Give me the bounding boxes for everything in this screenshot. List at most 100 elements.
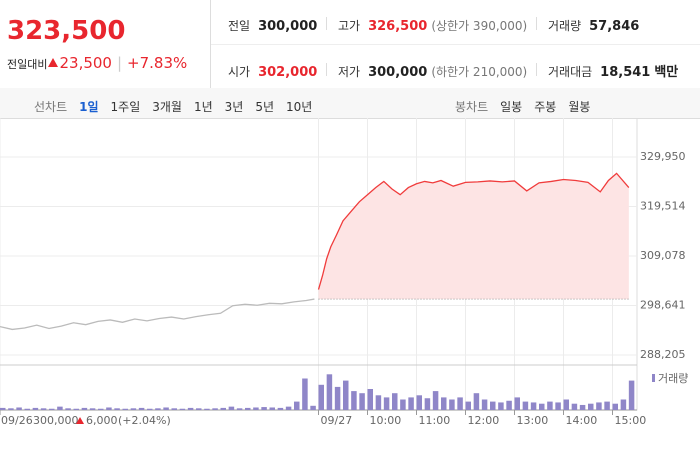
volume-bar bbox=[261, 407, 267, 410]
up-icon bbox=[48, 58, 59, 67]
volume-bar bbox=[392, 393, 398, 410]
volume-bar bbox=[73, 408, 79, 410]
volume-bar bbox=[57, 406, 63, 410]
volume-bar bbox=[310, 405, 316, 410]
period-tab[interactable]: 3년 bbox=[224, 100, 244, 114]
stat: 시가 302,000 bbox=[228, 61, 317, 80]
x-tick-label: 09/26 bbox=[1, 414, 33, 427]
candle-tab[interactable]: 주봉 bbox=[534, 100, 557, 114]
volume-bar bbox=[465, 401, 471, 410]
x-tick-label: 13:00 bbox=[517, 414, 549, 427]
price: 323,500 bbox=[7, 16, 126, 46]
header: 323,500 전일대비 23,500 | +7.83% 전일 300,000 고가 326… bbox=[0, 0, 700, 89]
divider bbox=[326, 63, 327, 76]
volume-bar bbox=[212, 408, 218, 410]
volume-bar bbox=[490, 401, 496, 410]
change-pct: +7.83% bbox=[127, 54, 188, 72]
x-tick-label: 12:00 bbox=[468, 414, 500, 427]
change-row: 전일대비 23,500 | +7.83% bbox=[7, 54, 188, 72]
volume-bar bbox=[571, 403, 578, 410]
period-tab[interactable]: 5년 bbox=[255, 100, 275, 114]
volume-bar bbox=[228, 406, 235, 410]
volume-bar bbox=[285, 406, 292, 410]
period-tab[interactable]: 1일 bbox=[79, 100, 99, 114]
volume-bar bbox=[367, 389, 373, 410]
volume-bar bbox=[294, 401, 300, 410]
volume-bar bbox=[138, 407, 145, 410]
stat-label: 거래량 bbox=[548, 19, 582, 33]
volume-bar bbox=[473, 393, 480, 410]
volume-bar bbox=[0, 407, 6, 410]
area bbox=[318, 173, 629, 300]
tab-label: 선차트 bbox=[34, 100, 68, 114]
volume-bar bbox=[8, 408, 14, 410]
period-tab[interactable]: 10년 bbox=[286, 100, 313, 114]
volume-bar bbox=[628, 380, 635, 410]
volume-bar bbox=[220, 407, 226, 410]
candle-tab[interactable]: 일봉 bbox=[500, 100, 523, 114]
volume-bar bbox=[563, 399, 569, 410]
volume-bar bbox=[130, 408, 137, 410]
volume-bar bbox=[383, 397, 390, 410]
volume-bar bbox=[155, 408, 161, 410]
tab-bar: 선차트 1일 1주일 3개월 1년 3년 5년 10년 봉차트 일봉 주봉 월봉 bbox=[0, 88, 700, 119]
y-tick-label: 288,205 bbox=[640, 348, 686, 361]
line bbox=[0, 298, 315, 331]
divider bbox=[536, 17, 537, 30]
candle-tab[interactable]: 월봉 bbox=[568, 100, 591, 114]
volume-bar bbox=[555, 402, 561, 410]
period-tab[interactable]: 1주일 bbox=[110, 100, 141, 114]
volume-bar bbox=[122, 408, 128, 410]
volume-bar bbox=[514, 397, 520, 410]
stat-value: 300,000 bbox=[258, 19, 318, 34]
x-tick-label: 09/27 bbox=[321, 414, 353, 427]
change-label: 전일대비 bbox=[7, 58, 48, 71]
volume-bar bbox=[49, 408, 55, 410]
volume-bar bbox=[32, 407, 39, 410]
volume-bar bbox=[620, 399, 627, 410]
volume-bar bbox=[245, 407, 251, 410]
volume-bar bbox=[147, 408, 153, 410]
line bbox=[317, 172, 630, 290]
x-tick-label: 15:00 bbox=[615, 414, 647, 427]
stat-label: 시가 bbox=[228, 65, 251, 79]
volume-bar bbox=[432, 391, 439, 410]
volume-bar bbox=[179, 408, 186, 410]
volume-bar bbox=[522, 401, 529, 410]
stat: 고가 326,500 (상한가 390,000) bbox=[338, 15, 527, 34]
volume-bar bbox=[441, 397, 447, 410]
volume-bar bbox=[334, 386, 341, 410]
change: 23,500 bbox=[59, 54, 112, 72]
period-tab[interactable]: 3개월 bbox=[152, 100, 182, 114]
volume-bar bbox=[400, 399, 406, 410]
y-tick-label: 329,950 bbox=[640, 150, 686, 163]
volume-bar bbox=[449, 399, 455, 410]
volume-bar bbox=[457, 397, 463, 410]
stat: 전일 300,000 bbox=[228, 15, 317, 34]
volume-bar bbox=[498, 402, 504, 410]
note-change: 6,000 bbox=[86, 414, 118, 427]
volume-bar bbox=[326, 374, 333, 410]
note-pct: (+2.04%) bbox=[118, 414, 171, 427]
divider bbox=[326, 17, 327, 30]
volume-bar bbox=[65, 408, 71, 410]
chart: 288,205 298,641 309,078 319,514 329,950 09/26… bbox=[0, 118, 688, 427]
divider bbox=[536, 63, 537, 76]
stat: 저가 300,000 (하한가 210,000) bbox=[338, 61, 527, 80]
y-tick-label: 298,641 bbox=[640, 299, 686, 312]
volume-bar bbox=[530, 402, 537, 410]
volume-bar bbox=[612, 403, 618, 410]
volume-bar bbox=[269, 407, 275, 410]
stat-value: 326,500 bbox=[368, 19, 428, 34]
note-close: 300,000 bbox=[33, 414, 79, 427]
stat-value: 300,000 bbox=[368, 65, 428, 80]
stat-value: 18,541 bbox=[600, 65, 651, 80]
volume-bar bbox=[277, 407, 284, 410]
period-tab[interactable]: 1년 bbox=[193, 100, 213, 114]
x-tick-label: 10:00 bbox=[370, 414, 402, 427]
stat-note: (하한가 210,000) bbox=[431, 65, 528, 79]
volume-bar bbox=[302, 378, 308, 410]
volume-bar bbox=[604, 401, 610, 410]
volume-bar bbox=[253, 407, 259, 410]
volume-bar bbox=[16, 407, 22, 410]
